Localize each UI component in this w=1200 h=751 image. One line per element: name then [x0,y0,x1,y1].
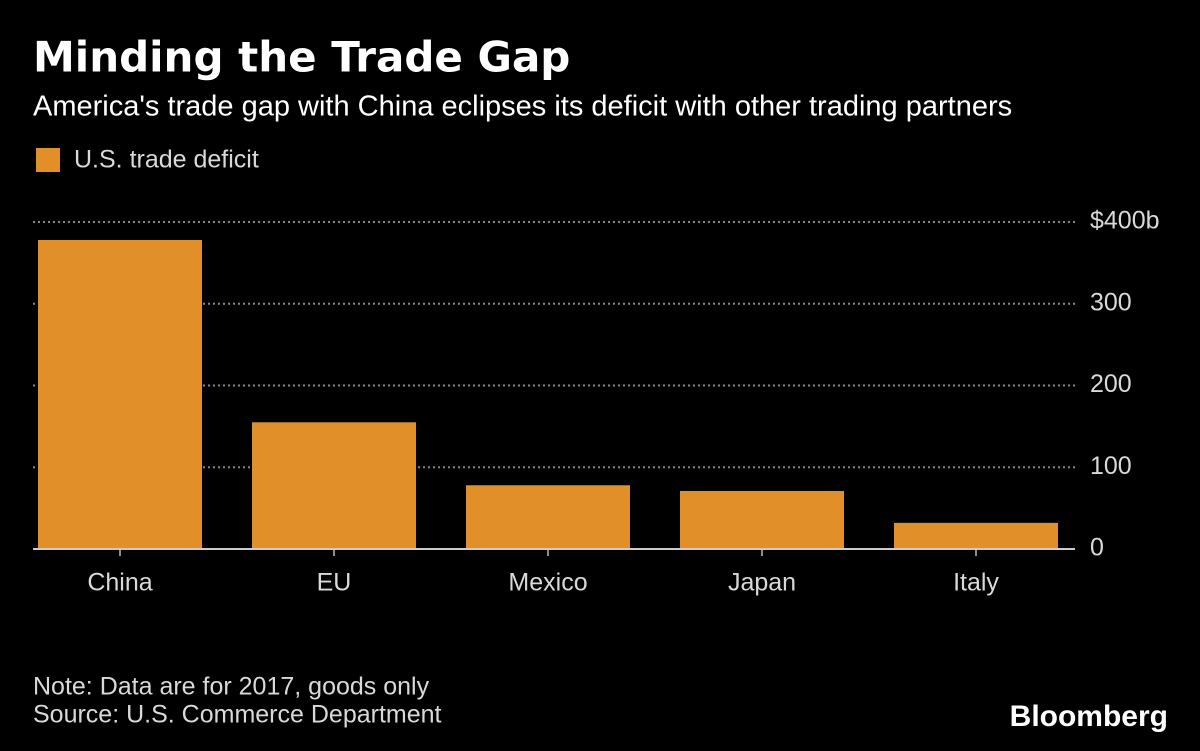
bar [38,239,202,550]
x-tick-label: China [87,569,152,597]
bar [252,422,416,549]
y-tick-label: 200 [1090,370,1132,398]
y-tick-label: 100 [1090,452,1132,480]
y-tick-label: $400b [1090,207,1160,235]
x-tick-label: Mexico [508,569,587,597]
logo: Bloomberg [1010,700,1168,733]
x-tick-label: Italy [953,569,999,597]
chart-title: Minding the Trade Gap [33,33,570,82]
bar [680,490,844,549]
x-tick-label: EU [317,569,352,597]
source: Source: U.S. Commerce Department [33,701,442,729]
y-tick-label: 0 [1090,534,1104,562]
chart-subtitle: America's trade gap with China eclipses … [33,91,1012,123]
note: Note: Data are for 2017, goods only [33,673,430,701]
bar [466,485,630,549]
bar [894,522,1058,549]
legend-swatch [36,148,60,172]
legend-label: U.S. trade deficit [74,146,259,174]
x-tick-label: Japan [728,569,796,597]
y-tick-label: 300 [1090,288,1132,316]
